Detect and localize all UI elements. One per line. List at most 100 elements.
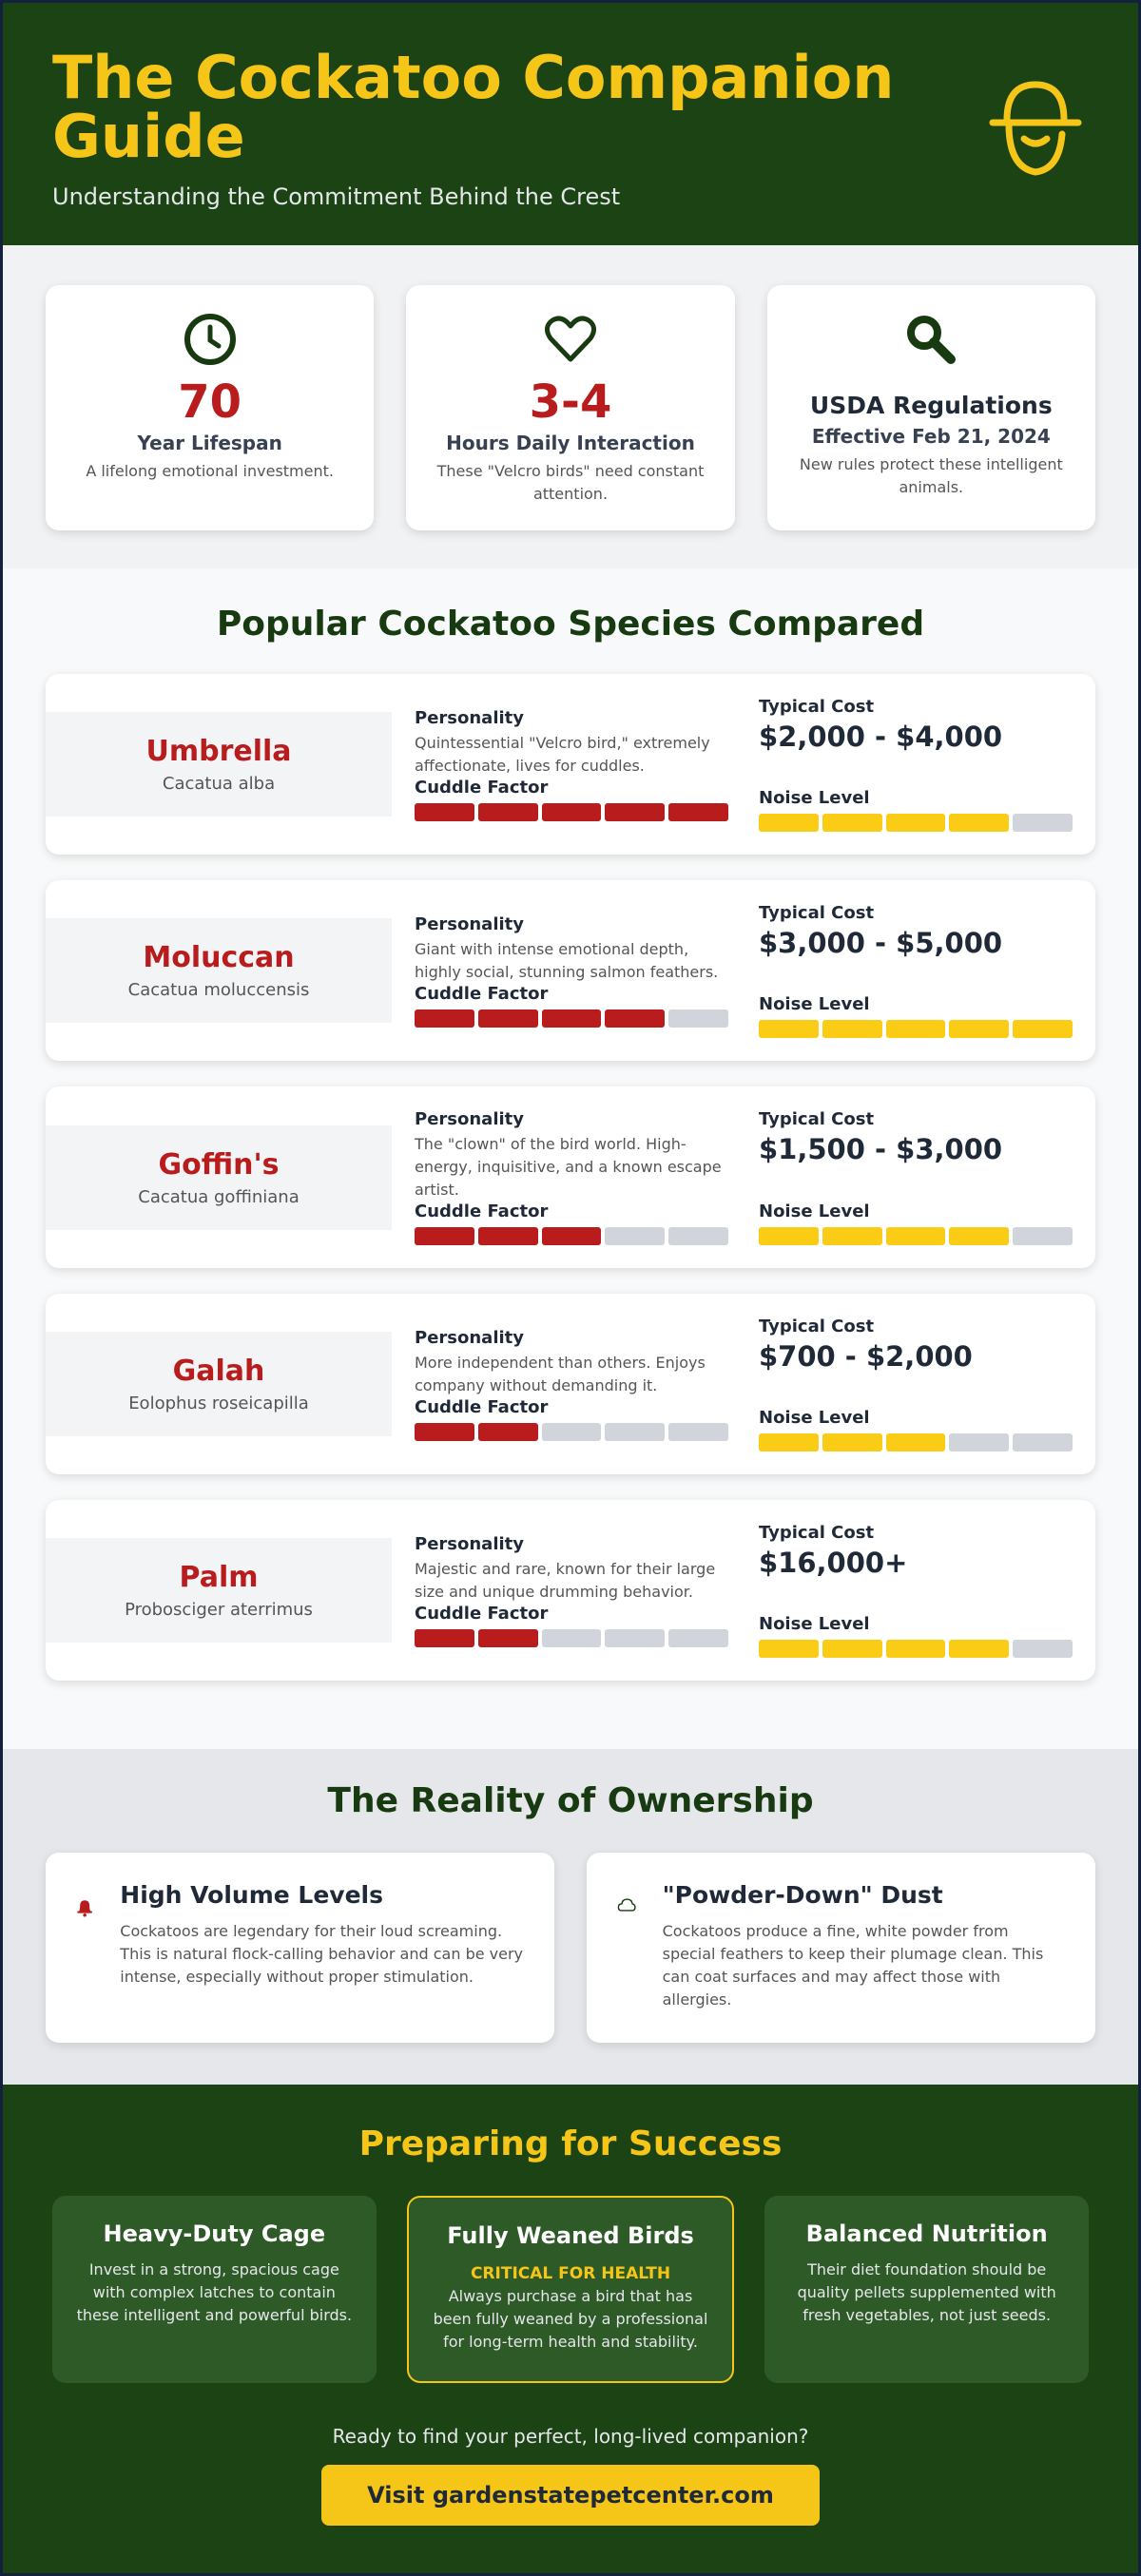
ownership-card: "Powder-Down" Dust Cockatoos produce a fi…: [587, 1853, 1095, 2043]
rating-segment: [822, 1433, 882, 1451]
personality-text: The "clown" of the bird world. High-ener…: [415, 1135, 722, 1199]
label: Personality: [415, 913, 524, 934]
preparing-section: Preparing for Success Heavy-Duty Cage Inv…: [3, 2085, 1138, 2573]
species-card: Galah Eolophus roseicapilla Personality Mor…: [46, 1294, 1095, 1474]
rating-bar: [415, 802, 728, 821]
rating-bar: [759, 1640, 1073, 1658]
stat-card: USDA Regulations Effective Feb 21, 2024 …: [766, 285, 1095, 530]
rating-segment: [1013, 1227, 1073, 1245]
label: Typical Cost: [759, 1317, 875, 1336]
rating-bar: [415, 1422, 728, 1441]
label: Noise Level: [759, 994, 870, 1014]
rating-segment: [949, 1640, 1010, 1658]
rating-segment: [541, 1628, 602, 1647]
rating-bar: [415, 1227, 728, 1245]
rating-segment: [759, 1433, 819, 1451]
species-card: Goffin's Cacatua goffiniana Personality The…: [46, 1086, 1095, 1268]
card-title: Balanced Nutrition: [805, 2220, 1048, 2247]
preparing-card: Fully Weaned Birds CRITICAL FOR HEALTH Alw…: [406, 2196, 735, 2383]
card-title: "Powder-Down" Dust: [662, 1881, 943, 1909]
card-title: High Volume Levels: [120, 1881, 384, 1909]
species-section: Popular Cockatoo Species Compared Umbrel…: [3, 568, 1138, 1749]
title: The Cockatoo Companion Guide: [52, 43, 895, 171]
label: Personality: [415, 707, 524, 728]
preparing-cards: Heavy-Duty Cage Invest in a strong, spaci…: [52, 2196, 1090, 2383]
rating-segment: [949, 814, 1010, 832]
cost-value: $16,000+: [759, 1547, 908, 1579]
personality-text: More independent than others. Enjoys com…: [415, 1353, 706, 1394]
rating-segment: [541, 1009, 602, 1028]
species-scientific: Probosciger aterrimus: [125, 1600, 313, 1620]
rating-segment: [885, 1640, 946, 1658]
cost-value: $2,000 - $4,000: [759, 721, 1003, 753]
rating-segment: [541, 1227, 602, 1245]
card-title: Fully Weaned Birds: [447, 2222, 694, 2249]
cost-value: $700 - $2,000: [759, 1340, 973, 1373]
rating-segment: [885, 814, 946, 832]
section-title: Popular Cockatoo Species Compared: [216, 605, 925, 644]
personality-text: Majestic and rare, known for their large…: [415, 1559, 716, 1601]
logo-icon: [989, 81, 1082, 176]
species-cost: Typical Cost $16,000+ Noise Level: [759, 1523, 1073, 1658]
rating-segment: [415, 1628, 474, 1647]
species-scientific: Eolophus roseicapilla: [128, 1394, 309, 1413]
rating-bar: [759, 1020, 1073, 1038]
stat-card: 70 Year Lifespan A lifelong emotional in…: [46, 285, 375, 530]
label: Typical Cost: [759, 1523, 875, 1543]
species-details: Personality Majestic and rare, known for …: [415, 1534, 728, 1647]
rating-segment: [605, 802, 666, 821]
rating-segment: [668, 1227, 728, 1245]
species-details: Personality More independent than others.…: [415, 1328, 728, 1441]
label: Cuddle Factor: [415, 1201, 549, 1221]
card-text: Their diet foundation should be quality …: [797, 2260, 1056, 2324]
stats: 70 Year Lifespan A lifelong emotional in…: [3, 245, 1138, 568]
species-details: Personality The "clown" of the bird world…: [415, 1109, 728, 1245]
label: Noise Level: [759, 788, 870, 808]
rating-segment: [759, 814, 819, 832]
stat-card: 3-4 Hours Daily Interaction These "Velcr…: [406, 285, 735, 530]
cloud-icon: [617, 1898, 636, 1912]
rating-segment: [759, 1640, 819, 1658]
label: Personality: [415, 1109, 524, 1129]
rating-bar: [415, 1628, 728, 1647]
label: Personality: [415, 1327, 524, 1348]
cta-button[interactable]: Visit gardenstatepetcenter.com: [321, 2465, 820, 2526]
species-card: Moluccan Cacatua moluccensis Personality Gi…: [46, 880, 1095, 1061]
stat-title: USDA Regulations: [809, 392, 1053, 419]
rating-segment: [605, 1227, 666, 1245]
rating-segment: [949, 1020, 1010, 1038]
rating-segment: [1013, 814, 1073, 832]
header: The Cockatoo Companion Guide Understandi…: [3, 3, 1138, 245]
rating-segment: [668, 1009, 728, 1028]
stat-value: 70: [178, 375, 242, 429]
label: Typical Cost: [759, 697, 875, 717]
rating-segment: [822, 1020, 882, 1038]
species-name-block: Moluccan Cacatua moluccensis: [46, 918, 392, 1023]
cta-text: Ready to find your perfect, long-lived c…: [332, 2425, 809, 2448]
rating-segment: [759, 1227, 819, 1245]
species-cost: Typical Cost $2,000 - $4,000 Noise Level: [759, 697, 1073, 832]
rating-segment: [605, 1422, 666, 1441]
card-text: Always purchase a bird that has been ful…: [433, 2287, 708, 2351]
rating-bar: [759, 1227, 1073, 1245]
rating-segment: [541, 802, 602, 821]
stat-desc: A lifelong emotional investment.: [86, 462, 334, 480]
rating-segment: [415, 1422, 474, 1441]
label: Typical Cost: [759, 903, 875, 923]
species-scientific: Cacatua goffiniana: [138, 1186, 300, 1207]
species-name: Galah: [172, 1355, 265, 1388]
label: Cuddle Factor: [415, 777, 549, 798]
rating-segment: [605, 1628, 666, 1647]
label: Personality: [415, 1533, 524, 1554]
species-cost: Typical Cost $700 - $2,000 Noise Level: [759, 1317, 1073, 1451]
species-scientific: Cacatua moluccensis: [127, 980, 310, 1000]
label: Cuddle Factor: [415, 1396, 549, 1417]
species-details: Personality Quintessential "Velcro bird,"…: [415, 708, 728, 821]
rating-segment: [1013, 1640, 1073, 1658]
spacer: [759, 1179, 1073, 1201]
ownership-cards: High Volume Levels Cockatoos are legendar…: [46, 1853, 1095, 2043]
personality-text: Giant with intense emotional depth, high…: [415, 939, 719, 981]
species-cost: Typical Cost $1,500 - $3,000 Noise Level: [759, 1109, 1073, 1245]
spacer: [759, 972, 1073, 994]
rating-segment: [541, 1422, 602, 1441]
